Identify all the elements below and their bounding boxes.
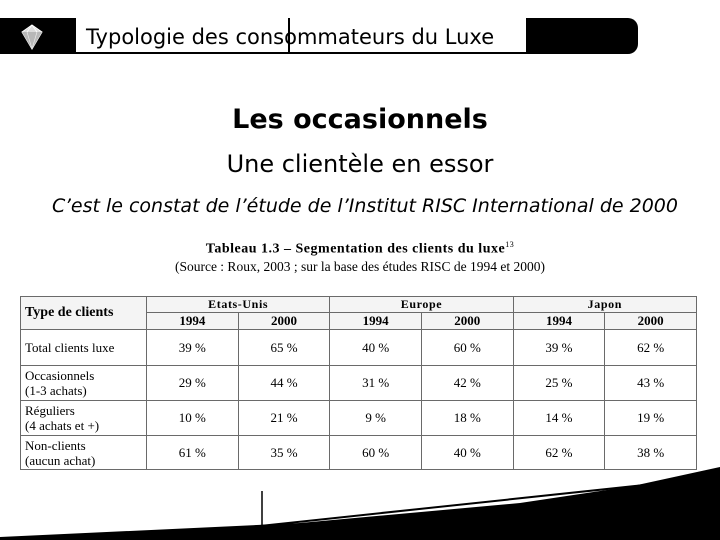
type-column-header: Type de clients [20, 296, 147, 330]
header-divider [288, 18, 290, 54]
table-cell: 25 % [512, 365, 606, 401]
table-row: Non-clients (aucun achat) 61 % 35 % 60 % … [20, 435, 697, 470]
row-label-line: Réguliers [25, 403, 75, 418]
row-label: Occasionnels (1-3 achats) [20, 365, 147, 401]
row-label-line: Occasionnels [25, 368, 95, 383]
row-label-line: (aucun achat) [25, 452, 96, 468]
header-title: Typologie des consommateurs du Luxe [86, 25, 495, 49]
table-cell: 21 % [237, 400, 331, 436]
segmentation-table: Type de clients Etats-Unis Europe Japon … [20, 296, 698, 470]
year-header: 1994 [512, 312, 606, 330]
table-cell: 65 % [237, 329, 331, 366]
table-cell: 10 % [146, 400, 239, 436]
table-cell: 35 % [237, 435, 331, 470]
table-cell: 43 % [604, 365, 697, 401]
table-cell: 39 % [146, 329, 239, 366]
row-label: Réguliers (4 achats et +) [20, 400, 147, 436]
table-row: Réguliers (4 achats et +) 10 % 21 % 9 % 1… [20, 400, 697, 436]
year-header: 2000 [237, 312, 331, 330]
table-cell: 62 % [512, 435, 606, 470]
table-cell: 42 % [420, 365, 514, 401]
table-cell: 29 % [146, 365, 239, 401]
bottom-decoration [0, 467, 720, 540]
table-cell: 14 % [512, 400, 606, 436]
footnote-ref: 13 [505, 240, 515, 249]
table-cell: 61 % [146, 435, 239, 470]
header-title-box [76, 18, 526, 52]
region-header-europe: Europe [329, 296, 514, 313]
year-header: 2000 [420, 312, 514, 330]
row-label-line: (1-3 achats) [25, 383, 87, 398]
table-row: Total clients luxe 39 % 65 % 40 % 60 % 3… [20, 329, 697, 366]
table-title-text: Tableau 1.3 – Segmentation des clients d… [205, 241, 506, 257]
slide-heading: Les occasionnels [232, 104, 488, 135]
row-label-line: Total clients luxe [25, 340, 115, 355]
table-title: Tableau 1.3 – Segmentation des clients d… [0, 240, 720, 258]
table-cell: 40 % [329, 329, 422, 366]
table-cell: 40 % [420, 435, 514, 470]
table-cell: 44 % [237, 365, 331, 401]
year-header: 2000 [604, 312, 697, 330]
row-label: Non-clients (aucun achat) [20, 435, 147, 470]
table-row: Occasionnels (1-3 achats) 29 % 44 % 31 % … [20, 365, 697, 401]
table-cell: 60 % [420, 329, 514, 366]
table-cell: 9 % [329, 400, 422, 436]
region-header-usa: Etats-Unis [145, 296, 331, 313]
slide-subheading: Une clientèle en essor [226, 150, 494, 178]
region-header-japan: Japon [512, 296, 698, 313]
row-label: Total clients luxe [20, 329, 147, 366]
diamond-icon [21, 24, 43, 50]
table-cell: 19 % [604, 400, 697, 436]
table-cell: 60 % [329, 435, 422, 470]
table-cell: 62 % [604, 329, 697, 366]
table-source: (Source : Roux, 2003 ; sur la base des é… [174, 259, 546, 274]
year-header: 1994 [146, 312, 239, 330]
table-cell: 18 % [420, 400, 514, 436]
table-cell: 39 % [512, 329, 606, 366]
row-label-line: Non-clients [25, 437, 86, 453]
table-cell: 31 % [329, 365, 422, 401]
slide-description: C’est le constat de l’étude de l’Institu… [52, 195, 678, 217]
row-label-line: (4 achats et +) [25, 418, 100, 433]
table-cell: 38 % [604, 435, 697, 470]
year-header: 1994 [329, 312, 422, 330]
